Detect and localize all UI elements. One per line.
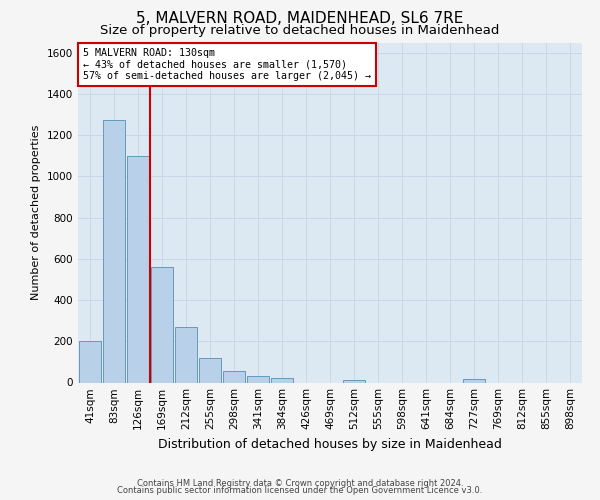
Bar	[343, 380, 365, 382]
Y-axis label: Number of detached properties: Number of detached properties	[31, 125, 41, 300]
Text: Contains public sector information licensed under the Open Government Licence v3: Contains public sector information licen…	[118, 486, 482, 495]
Text: 5 MALVERN ROAD: 130sqm
← 43% of detached houses are smaller (1,570)
57% of semi-: 5 MALVERN ROAD: 130sqm ← 43% of detached…	[83, 48, 371, 81]
Text: Size of property relative to detached houses in Maidenhead: Size of property relative to detached ho…	[100, 24, 500, 37]
Bar	[79, 342, 101, 382]
Bar	[151, 267, 173, 382]
Bar	[463, 379, 485, 382]
Bar	[199, 358, 221, 382]
Bar	[223, 371, 245, 382]
Bar	[103, 120, 125, 382]
Bar	[247, 376, 269, 382]
Text: Contains HM Land Registry data © Crown copyright and database right 2024.: Contains HM Land Registry data © Crown c…	[137, 478, 463, 488]
Text: 5, MALVERN ROAD, MAIDENHEAD, SL6 7RE: 5, MALVERN ROAD, MAIDENHEAD, SL6 7RE	[136, 11, 464, 26]
Bar	[175, 327, 197, 382]
Bar	[127, 156, 149, 382]
Bar	[271, 378, 293, 382]
X-axis label: Distribution of detached houses by size in Maidenhead: Distribution of detached houses by size …	[158, 438, 502, 451]
